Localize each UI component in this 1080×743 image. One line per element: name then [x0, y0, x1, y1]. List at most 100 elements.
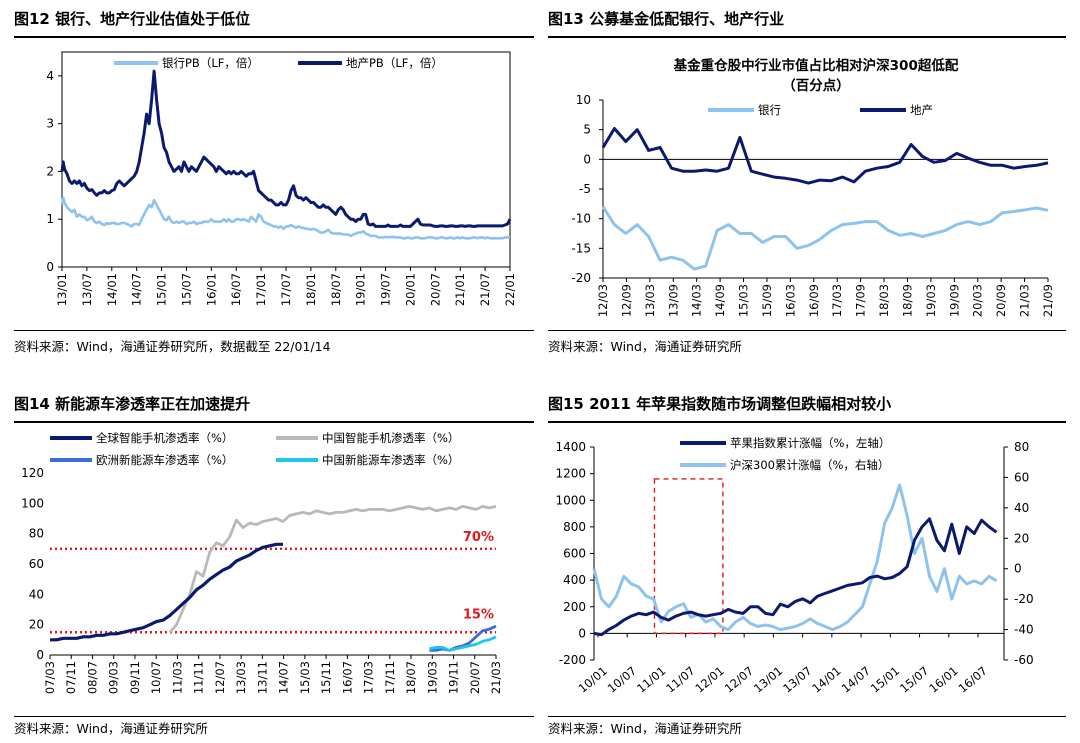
x-tick-label: 14/01 [809, 664, 843, 696]
panel-source: 资料来源：Wind，海通证券研究所，数据截至 22/01/14 [14, 339, 331, 354]
y-tick-label: 10 [576, 93, 591, 107]
x-tick-label: 18/07 [329, 273, 343, 306]
title-rule [548, 421, 1066, 423]
y-tick-label: 2 [46, 164, 54, 178]
x-tick-label: 13/03 [643, 284, 657, 317]
panel-title: 图15 2011 年苹果指数随市场调整但跌幅相对较小 [548, 395, 892, 413]
legend-label: 苹果指数累计涨幅（%，左轴） [730, 436, 890, 450]
source-rule [14, 716, 534, 717]
panel-fig13: 图13 公募基金低配银行、地产行业 基金重仓股中行业市值占比相对沪深300超低配… [548, 0, 1066, 360]
x-tick-label: 12/07 [213, 661, 227, 694]
source-rule [548, 330, 1066, 331]
x-tick-label: 09/03 [107, 661, 121, 694]
panel-fig15: 图15 2011 年苹果指数随市场调整但跌幅相对较小 -200 0 200 400 60… [548, 385, 1066, 743]
legend-label: 银行PB（LF，倍） [162, 56, 259, 70]
x-tick-label: 15/01 [155, 273, 169, 306]
x-tick-label: 13/07 [780, 664, 814, 696]
x-tick-label: 14/03 [690, 284, 704, 317]
series-hs300 [592, 483, 998, 632]
x-tick-label: 20/07 [428, 273, 442, 306]
x-tick-label: 17/09 [854, 284, 868, 317]
x-tick-label: 20/01 [403, 273, 417, 306]
x-tick-label: 18/01 [304, 273, 318, 306]
x-tick-label: 18/09 [901, 284, 915, 317]
x-tick-label: 20/09 [994, 284, 1008, 317]
y-tick-label: 60 [29, 557, 44, 571]
x-tick-label: 13/03 [234, 661, 248, 694]
x-tick-label: 16/07 [956, 664, 990, 696]
y-tick-label: -20 [571, 271, 591, 285]
x-tick-label: 21/09 [1041, 284, 1055, 317]
y-tick-label: 4 [46, 69, 54, 83]
x-tick-label: 07/03 [43, 661, 57, 694]
x-tick-label: 16/01 [204, 273, 218, 306]
x-tick-label: 08/07 [86, 661, 100, 694]
chart-fig12: 0 1 2 3 4 13/01 13/07 14/01 14/07 15/01 15/07 16/01… [46, 51, 517, 306]
y-tick-label: 0 [583, 152, 591, 166]
ref-label-15: 15% [463, 607, 494, 622]
y-tick-label: 1000 [555, 493, 586, 507]
x-tick-label: 15/09 [760, 284, 774, 317]
x-tick-label: 19/11 [447, 661, 461, 694]
x-tick-label: 16/09 [807, 284, 821, 317]
panel-fig12: 图12 银行、地产行业估值处于低位 0 1 2 3 4 13/01 13/07 14/01 14… [14, 0, 534, 360]
chart-fig13: 基金重仓股中行业市值占比相对沪深300超低配 （百分点） 10 5 0 -5 -10 -15 -… [571, 57, 1055, 317]
legend-label: 中国智能手机渗透率（%） [322, 431, 459, 445]
y-tick-label: 600 [563, 547, 586, 561]
x-tick-label: 11/07 [663, 664, 697, 696]
title-rule [14, 421, 534, 423]
y-tick-label: 120 [21, 466, 44, 480]
y2-tick-label: -40 [1014, 623, 1034, 637]
chart-fig14: 0 20 40 60 80 100 120 07/03 07/11 08/07 09/03 09/11… [21, 431, 503, 694]
panel-title: 图14 新能源车渗透率正在加速提升 [14, 395, 251, 413]
x-tick-label: 13/11 [255, 661, 269, 694]
x-tick-label: 12/07 [722, 664, 756, 696]
x-tick-label: 14/07 [839, 664, 873, 696]
x-tick-label: 10/07 [149, 661, 163, 694]
x-tick-label: 17/03 [830, 284, 844, 317]
x-tick-label: 20/03 [971, 284, 985, 317]
x-tick-label: 19/07 [379, 273, 393, 306]
panel-source: 资料来源：Wind，海通证券研究所 [548, 721, 742, 736]
y-tick-label: 20 [29, 618, 44, 632]
x-tick-label: 17/01 [254, 273, 268, 306]
y-tick-label: 0 [36, 648, 44, 662]
x-tick-label: 21/01 [453, 273, 467, 306]
y-tick-label: 5 [583, 123, 591, 137]
y-tick-label: -15 [571, 241, 591, 255]
y-tick-label: 1400 [555, 440, 586, 454]
x-tick-label: 14/09 [713, 284, 727, 317]
legend-label: 全球智能手机渗透率（%） [96, 431, 233, 445]
y-tick-label: 3 [46, 117, 54, 131]
series-global-smartphone [50, 542, 283, 642]
y2-tick-label: 80 [1014, 440, 1029, 454]
x-tick-label: 10/01 [576, 664, 610, 696]
y-tick-label: 80 [29, 527, 44, 541]
x-tick-label: 11/03 [170, 661, 184, 694]
y-tick-label: 100 [21, 496, 44, 510]
y-tick-label: 800 [563, 520, 586, 534]
x-tick-label: 19/01 [354, 273, 368, 306]
x-tick-label: 12/09 [619, 284, 633, 317]
x-tick-label: 21/03 [1018, 284, 1032, 317]
x-tick-label: 12/03 [596, 284, 610, 317]
legend-label: 欧洲新能源车渗透率（%） [96, 453, 233, 467]
y-tick-label: 200 [563, 600, 586, 614]
x-tick-label: 13/01 [751, 664, 785, 696]
panel-source: 资料来源：Wind，海通证券研究所 [548, 339, 742, 354]
source-rule [14, 330, 534, 331]
title-rule [14, 36, 534, 38]
x-tick-label: 11/11 [192, 661, 206, 694]
panel-source: 资料来源：Wind，海通证券研究所 [14, 721, 208, 736]
highlight-box [653, 478, 724, 635]
y-tick-label: 0 [578, 626, 586, 640]
y-tick-label: 1 [46, 212, 54, 226]
x-tick-label: 14/01 [105, 273, 119, 306]
x-tick-label: 13/01 [55, 273, 69, 306]
source-rule [548, 716, 1066, 717]
series-bank [601, 205, 1049, 271]
panel-title: 图13 公募基金低配银行、地产行业 [548, 10, 785, 28]
y2-tick-label: 40 [1014, 501, 1029, 515]
x-tick-label: 18/07 [404, 661, 418, 694]
y2-tick-label: -20 [1014, 592, 1034, 606]
